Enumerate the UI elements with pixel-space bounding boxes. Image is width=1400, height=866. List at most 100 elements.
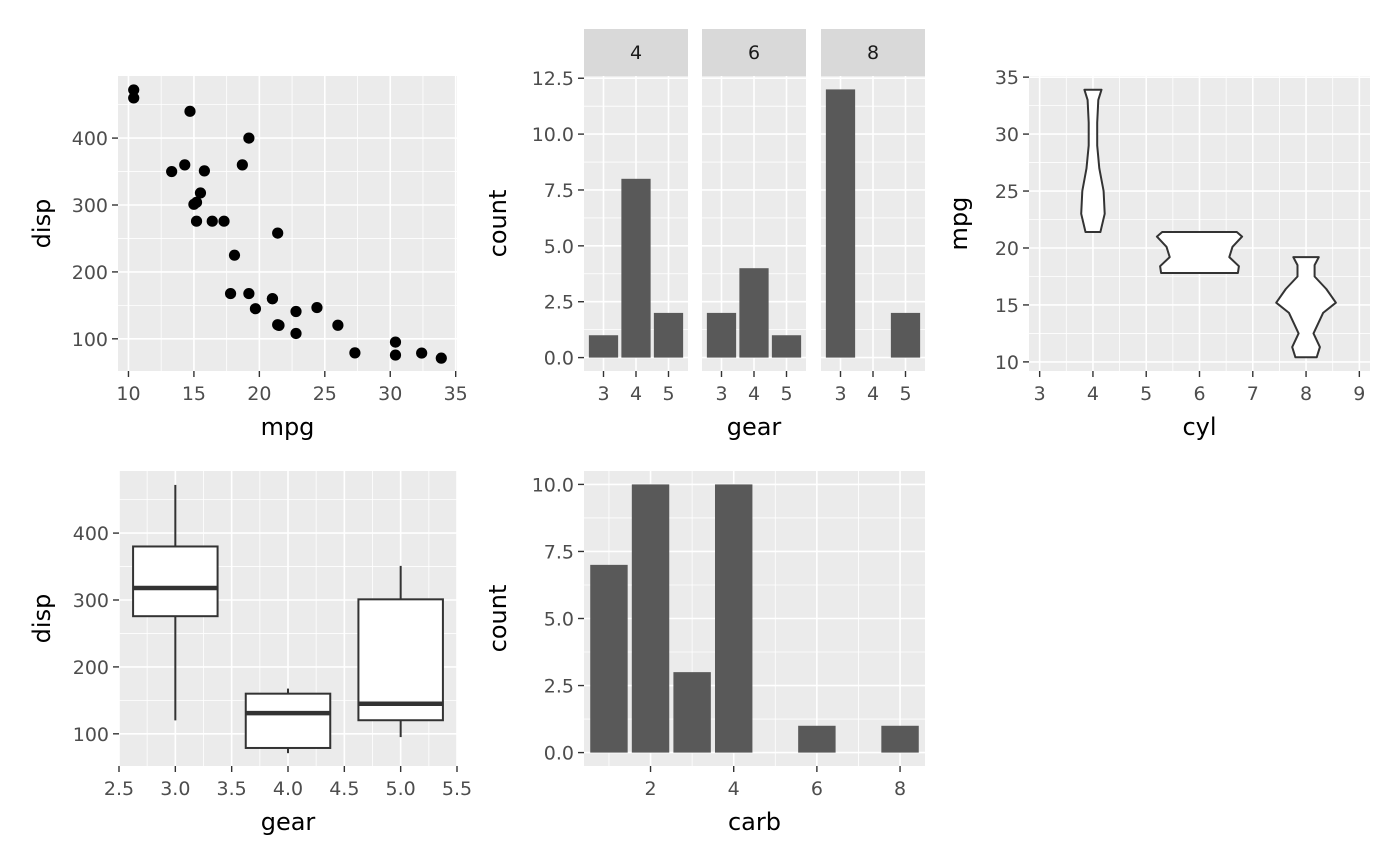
bar [631, 484, 670, 753]
x-tick-label: 6 [1193, 383, 1205, 405]
scatter-point [228, 249, 241, 261]
scatter-point [194, 187, 207, 199]
x-tick-label: 5 [899, 383, 911, 405]
y-tick-label: 30 [995, 124, 1019, 146]
scatter-point [416, 347, 428, 359]
bar [714, 484, 753, 753]
scatter-point [332, 319, 344, 331]
bar [673, 672, 711, 753]
scatter-panel [118, 76, 457, 371]
x-tick-label: 3 [834, 383, 846, 405]
y-tick-label: 300 [73, 590, 109, 612]
x-tick-label: 3 [597, 383, 609, 405]
y-tick-label: 400 [72, 128, 108, 150]
y-tick-label: 0.0 [544, 348, 574, 370]
bar [706, 312, 737, 358]
x-tick-label: 4 [1087, 383, 1099, 405]
bar [825, 89, 856, 358]
bar [881, 725, 919, 753]
facet-strip [821, 29, 925, 76]
y-axis-title: disp [28, 594, 56, 644]
x-axis-title: carb [728, 808, 781, 836]
x-tick-label: 25 [313, 383, 337, 405]
x-tick-label: 35 [444, 383, 468, 405]
scatter-point [184, 105, 196, 117]
y-axis-title: disp [28, 199, 56, 249]
scatter-point [218, 215, 230, 227]
bar [798, 725, 836, 753]
scatter-point [243, 132, 255, 144]
x-tick-label: 2.5 [104, 778, 134, 800]
x-tick-label: 4 [748, 383, 760, 405]
bar [621, 178, 651, 358]
x-tick-label: 5 [1140, 383, 1152, 405]
scatter-point [290, 327, 302, 340]
y-axis-title: count [484, 585, 512, 653]
y-tick-label: 10 [995, 352, 1019, 374]
scatter-point [389, 336, 402, 348]
scatter-point [128, 92, 140, 104]
y-tick-label: 0.0 [544, 743, 574, 765]
x-tick-label: 7 [1247, 383, 1259, 405]
box [132, 545, 219, 618]
y-tick-label: 15 [995, 295, 1019, 317]
scatter-point [249, 303, 262, 315]
scatter-point [272, 319, 284, 331]
scatter-point [349, 347, 361, 359]
y-tick-label: 5.0 [544, 236, 574, 258]
scatter-point [188, 198, 200, 210]
x-tick-label: 3 [715, 383, 727, 405]
x-tick-label: 8 [1300, 383, 1312, 405]
scatter-point [243, 287, 255, 300]
facet-strip-label: 6 [748, 42, 760, 64]
bar [590, 564, 628, 753]
violin-shape [1275, 256, 1337, 359]
facet-strip-label: 8 [867, 42, 879, 64]
scatter-point [311, 301, 323, 314]
scatter-point [272, 227, 284, 239]
bar [653, 312, 684, 358]
x-tick-label: 3.5 [217, 778, 247, 800]
scatter-point [179, 159, 191, 171]
facet-strip-label: 4 [630, 42, 642, 64]
facet-strip [584, 29, 688, 76]
x-tick-label: 5.0 [386, 778, 416, 800]
y-tick-label: 400 [73, 523, 109, 545]
box [357, 598, 444, 722]
scatter-point [266, 293, 279, 305]
x-tick-label: 9 [1353, 383, 1365, 405]
y-tick-label: 7.5 [544, 180, 574, 202]
scatter-point [166, 165, 178, 178]
facet-strip [702, 29, 806, 76]
y-tick-label: 20 [995, 238, 1019, 260]
x-axis-title: cyl [1182, 413, 1216, 441]
x-tick-label: 4 [728, 778, 740, 800]
x-tick-label: 3.0 [160, 778, 190, 800]
x-tick-label: 30 [378, 383, 402, 405]
x-tick-label: 5 [780, 383, 792, 405]
x-tick-label: 4 [630, 383, 642, 405]
x-axis-title: mpg [261, 413, 315, 441]
x-tick-label: 10 [116, 383, 140, 405]
scatter-point [389, 349, 402, 361]
violin-shape [1080, 88, 1106, 233]
scatter-point [206, 215, 218, 227]
y-tick-label: 100 [72, 329, 108, 351]
y-tick-label: 12.5 [532, 68, 574, 90]
x-tick-label: 15 [182, 383, 206, 405]
x-tick-label: 3 [1034, 383, 1046, 405]
y-tick-label: 10.0 [532, 474, 574, 496]
x-tick-label: 4.5 [329, 778, 359, 800]
bar [588, 335, 619, 358]
bar [771, 335, 802, 358]
y-tick-label: 10.0 [532, 124, 574, 146]
bar [739, 268, 769, 358]
y-tick-label: 300 [72, 195, 108, 217]
y-tick-label: 200 [73, 657, 109, 679]
x-tick-label: 6 [811, 778, 823, 800]
y-tick-label: 35 [995, 67, 1019, 89]
y-tick-label: 7.5 [544, 541, 574, 563]
y-tick-label: 5.0 [544, 609, 574, 631]
y-axis-title: mpg [945, 197, 973, 251]
